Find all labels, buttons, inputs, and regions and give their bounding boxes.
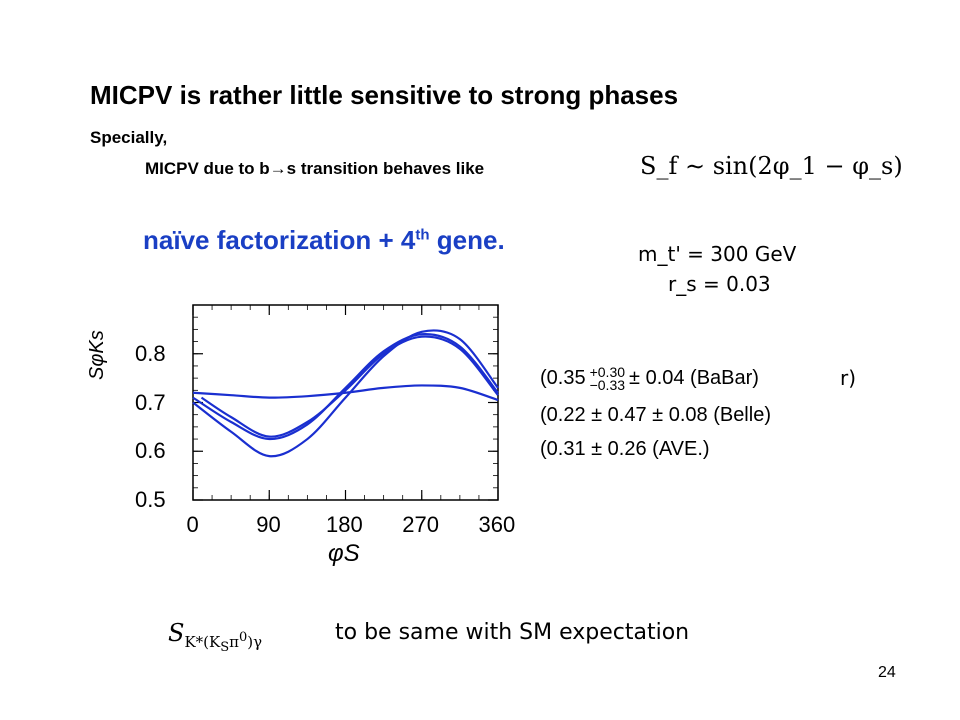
bottom-sub-2: S (220, 639, 230, 655)
x-tick-label: 270 (402, 512, 439, 537)
series-line-1 (192, 384, 499, 402)
data-curves (192, 329, 499, 458)
series-line-3 (192, 329, 499, 458)
naive-main: naïve factorization + 4 (143, 225, 416, 255)
y-tick-label: 0.7 (135, 389, 166, 415)
y-tick-label: 0.6 (135, 438, 166, 464)
naive-tail: gene. (429, 225, 505, 255)
y-tick-label: 0.8 (135, 340, 166, 366)
bottom-text: to be same with SM expectation (335, 620, 690, 645)
bottom-symbol: SK*(KSπ0)γ (168, 619, 262, 655)
page-number: 24 (878, 664, 896, 681)
x-tick-label: 0 (186, 512, 199, 537)
y-tick-label: 0.5 (135, 487, 166, 512)
bottom-sub-5: )γ (247, 632, 263, 651)
x-tick-label: 90 (256, 512, 281, 537)
meas-babar-sup: +0.30 (589, 364, 626, 380)
bottom-symbol-s: S (168, 619, 185, 647)
measurement-ave: (0.31 ± 0.26 (AVE.) (540, 438, 710, 460)
measurement-tail: r) (840, 366, 857, 390)
naive-sup: th (415, 226, 430, 244)
subtitle-specially: Specially, (90, 128, 168, 147)
bottom-sub-3: π (229, 632, 239, 651)
bottom-sub-1: K*(K (184, 632, 221, 651)
subtitle-transition: MICPV due to b→s transition behaves like (145, 159, 485, 178)
x-tick-label: 180 (326, 512, 363, 537)
x-axis-label: φS (328, 540, 360, 567)
meas-babar-sub: −0.33 (589, 376, 626, 393)
formula-sf: S_f ∼ sin(2φ_1 − φ_s) (640, 152, 903, 180)
slide-title: MICPV is rather little sensitive to stro… (90, 80, 679, 110)
meas-babar-rest: ± 0.04 (BaBar) (629, 366, 759, 389)
y-axis-label: SφKs (86, 330, 108, 380)
meas-belle-value: (0.22 ± 0.47 ± 0.08 (540, 404, 708, 426)
measurement-belle: (0.22 ± 0.47 ± 0.08 (Belle) (540, 404, 771, 427)
x-tick-label: 360 (478, 512, 516, 537)
meas-babar-value: (0.35 (540, 366, 586, 389)
naive-factorization-label: naïve factorization + 4th gene. (143, 225, 505, 256)
series-line-4 (200, 335, 499, 438)
meas-belle-rest: (Belle) (713, 404, 771, 426)
param-rs: r_s = 0.03 (668, 272, 771, 296)
measurement-babar: (0.35 +0.30 −0.33 ± 0.04 (BaBar) (540, 364, 759, 393)
bottom-sub-4: 0 (238, 629, 248, 645)
param-mass: m_t' = 300 GeV (638, 242, 797, 266)
series-line-2 (192, 333, 499, 441)
sphiks-chart (192, 304, 499, 501)
